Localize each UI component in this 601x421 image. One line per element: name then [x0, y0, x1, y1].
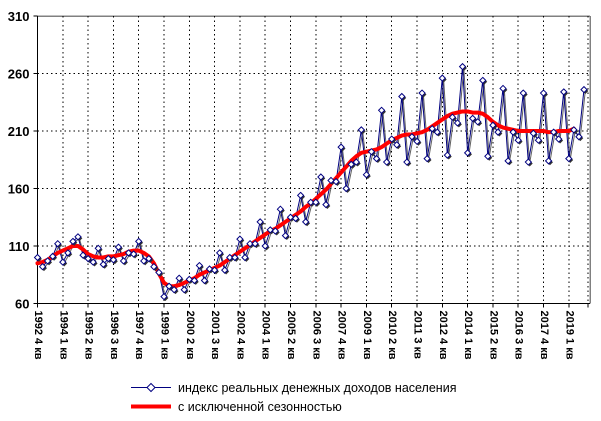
- legend-item-seasonally-adjusted: с исключенной сезонностью: [130, 397, 456, 416]
- svg-text:2016 3 кв: 2016 3 кв: [513, 311, 525, 360]
- svg-text:2010 2 кв: 2010 2 кв: [386, 311, 398, 360]
- svg-text:2015 2 кв: 2015 2 кв: [487, 311, 499, 360]
- line-with-diamond-marker-icon: [131, 382, 171, 393]
- svg-text:2000 2 кв: 2000 2 кв: [184, 311, 196, 360]
- legend-label-income-index: индекс реальных денежных доходов населен…: [178, 380, 457, 395]
- svg-text:2002 4 кв: 2002 4 кв: [234, 311, 246, 360]
- svg-text:2009 1 кв: 2009 1 кв: [361, 311, 373, 360]
- svg-text:1994 1 кв: 1994 1 кв: [57, 311, 69, 360]
- legend-item-income-index: индекс реальных денежных доходов населен…: [130, 378, 456, 397]
- svg-text:2006 3 кв: 2006 3 кв: [310, 311, 322, 360]
- svg-text:2019 1 кв: 2019 1 кв: [563, 311, 575, 360]
- svg-text:160: 160: [8, 182, 30, 197]
- svg-text:260: 260: [8, 67, 30, 82]
- svg-text:1997 4 кв: 1997 4 кв: [133, 311, 145, 360]
- svg-text:1995 2 кв: 1995 2 кв: [83, 311, 95, 360]
- svg-text:2001 3 кв: 2001 3 кв: [209, 311, 221, 360]
- svg-text:310: 310: [8, 9, 30, 24]
- svg-text:2017 4 кв: 2017 4 кв: [538, 311, 550, 360]
- svg-text:1992 4 кв: 1992 4 кв: [32, 311, 44, 360]
- svg-text:210: 210: [8, 124, 30, 139]
- svg-text:110: 110: [9, 239, 30, 254]
- svg-text:60: 60: [15, 297, 29, 312]
- svg-text:2014 1 кв: 2014 1 кв: [462, 311, 474, 360]
- svg-text:2011 3 кв: 2011 3 кв: [412, 311, 424, 360]
- legend-label-seasonally-adjusted: с исключенной сезонностью: [178, 399, 342, 414]
- svg-text:2007 4 кв: 2007 4 кв: [336, 311, 348, 360]
- chart-legend: индекс реальных денежных доходов населен…: [130, 378, 456, 416]
- svg-text:2012 4 кв: 2012 4 кв: [437, 311, 449, 360]
- thick-red-line-icon: [131, 404, 171, 409]
- svg-text:1996 3 кв: 1996 3 кв: [108, 311, 120, 360]
- svg-text:1999 1 кв: 1999 1 кв: [159, 311, 171, 360]
- svg-text:2004 1 кв: 2004 1 кв: [260, 311, 272, 360]
- svg-text:2005 2 кв: 2005 2 кв: [285, 311, 297, 360]
- chart-canvas: 1992 4 кв 1994 1 кв 1995 2 кв 1996 3 кв 1997…: [8, 9, 591, 360]
